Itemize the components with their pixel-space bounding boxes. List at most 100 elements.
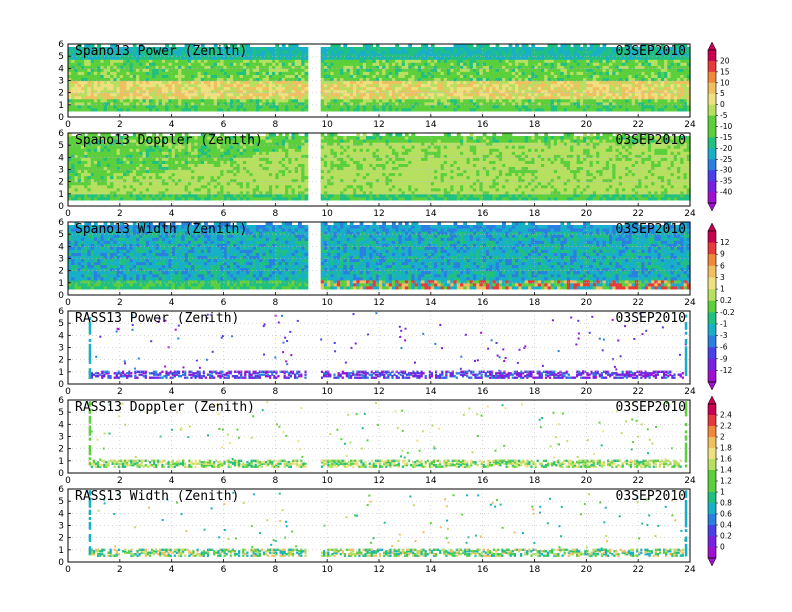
y-tick-label: 0 bbox=[58, 558, 64, 568]
x-tick-label: 2 bbox=[117, 565, 123, 575]
grid bbox=[68, 400, 690, 473]
panel-date: 03SEP2010 bbox=[616, 44, 686, 59]
colorbar-label: 1.2 bbox=[720, 477, 732, 486]
colorbar-label: -30 bbox=[720, 166, 732, 175]
heatmap-cells bbox=[68, 222, 691, 290]
y-tick-label: 4 bbox=[58, 331, 64, 341]
x-tick-label: 24 bbox=[684, 120, 696, 130]
y-tick-label: 4 bbox=[58, 64, 64, 74]
panel-date: 03SEP2010 bbox=[616, 311, 686, 326]
x-tick-label: 2 bbox=[117, 298, 123, 308]
x-tick-label: 4 bbox=[169, 209, 175, 219]
colorbar-label: 6 bbox=[720, 261, 725, 270]
y-tick-label: 5 bbox=[58, 408, 64, 418]
x-tick-label: 18 bbox=[529, 298, 541, 308]
x-tick-label: 4 bbox=[169, 120, 175, 130]
y-tick-label: 5 bbox=[58, 497, 64, 507]
y-tick-label: 2 bbox=[58, 178, 64, 188]
y-tick-label: 6 bbox=[58, 485, 64, 495]
panel-date: 03SEP2010 bbox=[616, 133, 686, 148]
x-tick-label: 0 bbox=[65, 209, 71, 219]
grid bbox=[68, 489, 690, 562]
x-tick-label: 14 bbox=[425, 476, 437, 486]
x-tick-label: 12 bbox=[373, 387, 384, 397]
colorbar-label: 1 bbox=[720, 285, 725, 294]
x-tick-label: 22 bbox=[632, 565, 643, 575]
x-tick-label: 14 bbox=[425, 298, 437, 308]
colorbar-label: 5 bbox=[720, 89, 725, 98]
y-tick-label: 6 bbox=[58, 40, 64, 50]
x-tick-label: 10 bbox=[321, 298, 333, 308]
panel-title: RASS13 Power (Zenith) bbox=[75, 311, 239, 326]
panel-title: RASS13 Width (Zenith) bbox=[75, 489, 239, 504]
x-tick-label: 0 bbox=[65, 120, 71, 130]
y-tick-label: 0 bbox=[58, 469, 64, 479]
panel-title: RASS13 Doppler (Zenith) bbox=[75, 400, 255, 415]
x-tick-label: 14 bbox=[425, 120, 437, 130]
colorbar-label: -15 bbox=[720, 133, 732, 142]
x-tick-label: 20 bbox=[581, 298, 593, 308]
x-tick-label: 12 bbox=[373, 476, 384, 486]
colorbar-label: -35 bbox=[720, 177, 732, 186]
x-tick-label: 10 bbox=[321, 387, 333, 397]
y-tick-label: 0 bbox=[58, 202, 64, 212]
y-tick-label: 6 bbox=[58, 129, 64, 139]
x-tick-label: 6 bbox=[221, 120, 227, 130]
x-tick-label: 8 bbox=[272, 565, 278, 575]
y-tick-label: 3 bbox=[58, 522, 64, 532]
y-tick-label: 2 bbox=[58, 89, 64, 99]
x-tick-label: 18 bbox=[529, 120, 541, 130]
y-tick-label: 5 bbox=[58, 230, 64, 240]
colorbar-label: -0.2 bbox=[720, 308, 735, 317]
x-tick-label: 22 bbox=[632, 387, 643, 397]
grid bbox=[68, 311, 690, 384]
x-tick-label: 8 bbox=[272, 476, 278, 486]
x-tick-label: 2 bbox=[117, 209, 123, 219]
y-tick-label: 2 bbox=[58, 534, 64, 544]
x-tick-label: 4 bbox=[169, 298, 175, 308]
y-tick-label: 3 bbox=[58, 166, 64, 176]
x-tick-label: 20 bbox=[581, 476, 593, 486]
colorbar-label: 0.6 bbox=[720, 510, 732, 519]
x-tick-label: 12 bbox=[373, 298, 384, 308]
y-tick-label: 4 bbox=[58, 153, 64, 163]
colorbar-label: 3 bbox=[720, 273, 725, 282]
x-tick-label: 6 bbox=[221, 387, 227, 397]
x-tick-label: 24 bbox=[684, 209, 696, 219]
colorbar-label: 9 bbox=[720, 250, 725, 259]
y-tick-label: 3 bbox=[58, 77, 64, 87]
x-tick-label: 4 bbox=[169, 565, 175, 575]
y-tick-label: 1 bbox=[58, 546, 64, 556]
x-tick-label: 16 bbox=[477, 209, 489, 219]
panel-title: Spano13 Width (Zenith) bbox=[75, 222, 247, 237]
colorbar-label: 1.6 bbox=[720, 455, 732, 464]
y-tick-label: 3 bbox=[58, 255, 64, 265]
panel-date: 03SEP2010 bbox=[616, 400, 686, 415]
colorbar-label: -40 bbox=[720, 188, 732, 197]
y-tick-label: 1 bbox=[58, 279, 64, 289]
colorbar-label: -3 bbox=[720, 331, 728, 340]
colorbar-label: 1.8 bbox=[720, 444, 732, 453]
y-tick-label: 3 bbox=[58, 433, 64, 443]
y-tick-label: 1 bbox=[58, 190, 64, 200]
colorbar-label: -9 bbox=[720, 354, 728, 363]
y-tick-label: 3 bbox=[58, 344, 64, 354]
colorbar-cb3: 2.4 2.2 2 1.8 1.6 1.4 1.2 1 0.8 0.6 0.4 0.2 0 bbox=[707, 395, 732, 567]
colorbar-label: 12 bbox=[720, 238, 730, 247]
colorbar-cb1: 20 15 10 5 0 -5 -10 -15 -20 -25 -30 -35 -40 bbox=[707, 41, 732, 212]
x-tick-label: 14 bbox=[425, 387, 437, 397]
y-tick-label: 0 bbox=[58, 291, 64, 301]
colorbar-label: 0 bbox=[720, 543, 725, 552]
x-tick-label: 18 bbox=[529, 387, 541, 397]
x-tick-label: 0 bbox=[65, 476, 71, 486]
panel-title: Spano13 Power (Zenith) bbox=[75, 44, 247, 59]
grid bbox=[68, 133, 690, 206]
x-tick-label: 16 bbox=[477, 387, 489, 397]
colorbar-label: 2.2 bbox=[720, 422, 732, 431]
grid bbox=[68, 44, 690, 117]
x-tick-label: 8 bbox=[272, 298, 278, 308]
